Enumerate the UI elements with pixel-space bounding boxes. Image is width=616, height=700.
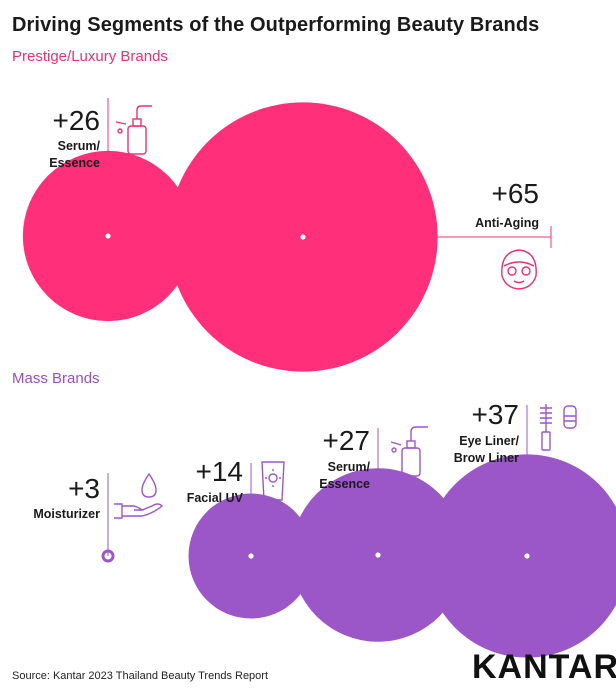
category-label-serum-essence: Essence: [319, 477, 370, 491]
value-label-anti-aging: +65: [492, 178, 540, 209]
kantar-logo: KANTAR: [472, 648, 616, 686]
serum-dropper-bottle-icon: [390, 426, 428, 477]
face-mask-icon: [501, 249, 537, 290]
section-title-prestige: Prestige/Luxury Brands: [12, 48, 168, 65]
center-dot-serum-essence: [105, 233, 111, 239]
category-label-eye-liner-brow-liner: Brow Liner: [454, 451, 519, 465]
value-label-facial-uv: +14: [196, 456, 244, 487]
center-dot-facial-uv: [248, 553, 254, 559]
value-label-moisturizer: +3: [68, 473, 100, 504]
value-label-eye-liner-brow-liner: +37: [472, 399, 520, 430]
mascara-liner-icon: [540, 404, 577, 451]
serum-dropper-bottle-icon: [115, 105, 152, 155]
category-label-serum-essence: Serum/: [328, 460, 371, 474]
sunscreen-tube-icon: [261, 461, 285, 508]
page-title: Driving Segments of the Outperforming Be…: [12, 14, 540, 36]
category-label-serum-essence: Essence: [49, 156, 100, 170]
value-label-serum-essence: +27: [323, 425, 371, 456]
center-dot-serum-essence: [375, 552, 381, 558]
category-label-serum-essence: Serum/: [58, 139, 101, 153]
category-label-anti-aging: Anti-Aging: [475, 216, 539, 230]
section-title-mass: Mass Brands: [12, 370, 100, 387]
category-label-eye-liner-brow-liner: Eye Liner/: [459, 434, 519, 448]
value-label-serum-essence: +26: [53, 105, 101, 136]
center-dot-eye-liner-brow-liner: [524, 553, 530, 559]
source-note: Source: Kantar 2023 Thailand Beauty Tren…: [12, 670, 269, 682]
category-label-facial-uv: Facial UV: [187, 491, 244, 505]
bubble-eye-liner-brow-liner: [425, 454, 616, 658]
category-label-moisturizer: Moisturizer: [33, 507, 100, 521]
hand-drop-icon: [114, 472, 164, 519]
center-dot-anti-aging: [300, 234, 306, 240]
